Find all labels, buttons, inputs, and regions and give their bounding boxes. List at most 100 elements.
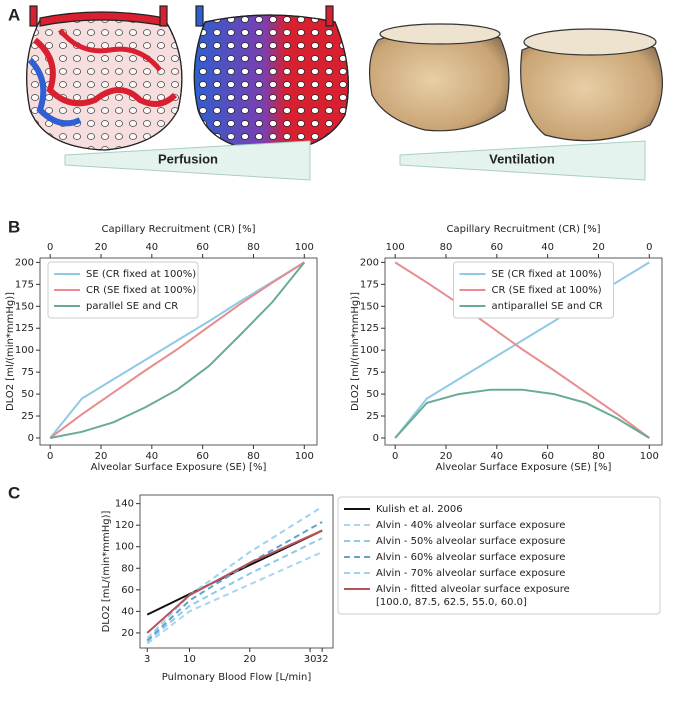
x2-tick-label: 80	[440, 242, 453, 253]
y-axis-title: DLO2 [ml/(min*mmHg)]	[350, 292, 361, 411]
y-tick-label: 80	[121, 563, 134, 574]
panel-label: C	[8, 483, 20, 502]
wedges: Perfusion Ventilation	[64, 140, 646, 181]
x-tick-label: 0	[392, 451, 398, 462]
x-tick-label: 40	[145, 451, 158, 462]
legend-frame	[47, 261, 199, 319]
x-tick-label: 100	[640, 451, 659, 462]
x-tick-label: 20	[243, 654, 256, 665]
x2-tick-label: 60	[490, 242, 503, 253]
y-tick-label: 0	[373, 433, 379, 444]
legend-label: antiparallel SE and CR	[492, 301, 603, 312]
legend-label: Kulish et al. 2006	[376, 504, 463, 515]
x-tick-label: 10	[183, 654, 196, 665]
legend-label: parallel SE and CR	[86, 301, 178, 312]
legend-label: CR (SE fixed at 100%)	[492, 285, 602, 296]
series-line	[146, 521, 323, 642]
y-tick-label: 75	[21, 367, 34, 378]
x2-tick-label: 60	[196, 242, 209, 253]
x-tick-label: 32	[316, 654, 329, 665]
y-tick-label: 100	[115, 542, 134, 553]
y-tick-label: 25	[366, 411, 379, 422]
wedge-label: Perfusion	[158, 151, 218, 166]
perfusion-illustrations	[26, 5, 349, 153]
legend-frame	[453, 261, 614, 319]
panel-label: A	[8, 5, 20, 24]
x-tick-label: 0	[47, 451, 53, 462]
y-tick-label: 50	[21, 389, 34, 400]
x2-tick-label: 80	[247, 242, 260, 253]
series-line	[146, 506, 323, 640]
y-tick-label: 40	[121, 606, 134, 617]
series-line	[49, 261, 306, 439]
legend-label: SE (CR fixed at 100%)	[492, 269, 602, 280]
y-tick-label: 140	[115, 499, 134, 510]
wedge-label: Ventilation	[489, 151, 555, 166]
y-tick-label: 125	[360, 323, 379, 334]
x-tick-label: 60	[196, 451, 209, 462]
x2-tick-label: 20	[592, 242, 605, 253]
y-tick-label: 60	[121, 585, 134, 596]
x-axis-title: Alveolar Surface Exposure (SE) [%]	[91, 462, 267, 473]
plot-frame	[39, 257, 318, 446]
x-tick-label: 40	[490, 451, 503, 462]
plot-frame	[139, 494, 334, 649]
x-tick-label: 80	[592, 451, 605, 462]
y-tick-label: 150	[360, 301, 379, 312]
ventilation-illustrations	[368, 23, 663, 142]
y-tick-label: 75	[366, 367, 379, 378]
y-tick-label: 200	[15, 257, 34, 268]
x-tick-label: 60	[541, 451, 554, 462]
y-tick-label: 100	[15, 345, 34, 356]
series-line	[146, 529, 323, 634]
x2-tick-label: 0	[47, 242, 53, 253]
x-axis-title: Pulmonary Blood Flow [L/min]	[162, 672, 312, 683]
series-line	[394, 388, 650, 439]
y-axis-title: DLO2 [mL/(min*mmHg)]	[101, 510, 112, 632]
y-tick-label: 100	[360, 345, 379, 356]
series-line	[146, 551, 323, 645]
series-line	[146, 537, 323, 643]
y-tick-label: 20	[121, 628, 134, 639]
legend-label: Alvin - 60% alveolar surface exposure	[376, 552, 565, 563]
series-line	[49, 261, 305, 439]
legend-note: [100.0, 87.5, 62.5, 55.0, 60.0]	[376, 597, 527, 608]
x-tick-label: 20	[95, 451, 108, 462]
y-tick-label: 175	[360, 279, 379, 290]
legend-label: CR (SE fixed at 100%)	[86, 285, 196, 296]
legend-label: Alvin - fitted alveolar surface exposure	[376, 584, 570, 595]
legend-label: Alvin - 50% alveolar surface exposure	[376, 536, 565, 547]
y-tick-label: 125	[15, 323, 34, 334]
y-tick-label: 150	[15, 301, 34, 312]
y-tick-label: 175	[15, 279, 34, 290]
panel-label: B	[8, 217, 20, 236]
y-axis-title: DLO2 [ml/(min*mmHg)]	[5, 292, 16, 411]
x2-axis-title: Capillary Recruitment (CR) [%]	[102, 224, 256, 235]
x-axis-title: Alveolar Surface Exposure (SE) [%]	[436, 462, 612, 473]
legend-label: Alvin - 40% alveolar surface exposure	[376, 520, 565, 531]
x2-tick-label: 40	[145, 242, 158, 253]
legend-frame	[337, 496, 661, 615]
series-line	[49, 261, 305, 439]
y-tick-label: 200	[360, 257, 379, 268]
x-tick-label: 80	[247, 451, 260, 462]
x2-tick-label: 100	[295, 242, 314, 253]
x-tick-label: 100	[295, 451, 314, 462]
x-tick-label: 20	[440, 451, 453, 462]
x2-axis-title: Capillary Recruitment (CR) [%]	[447, 224, 601, 235]
legend: SE (CR fixed at 100%) CR (SE fixed at 100…	[47, 261, 199, 319]
legend: Kulish et al. 2006 Alvin - 40% alveolar s…	[337, 496, 661, 615]
legend-label: Alvin - 70% alveolar surface exposure	[376, 568, 565, 579]
plot-frame	[384, 257, 663, 446]
x2-tick-label: 100	[386, 242, 405, 253]
legend: SE (CR fixed at 100%) CR (SE fixed at 100…	[453, 261, 614, 319]
x-tick-label: 30	[304, 654, 317, 665]
y-tick-label: 0	[28, 433, 34, 444]
series-line	[394, 261, 650, 439]
x2-tick-label: 40	[541, 242, 554, 253]
y-tick-label: 50	[366, 389, 379, 400]
y-tick-label: 25	[21, 411, 34, 422]
x2-tick-label: 20	[95, 242, 108, 253]
legend-label: SE (CR fixed at 100%)	[86, 269, 196, 280]
